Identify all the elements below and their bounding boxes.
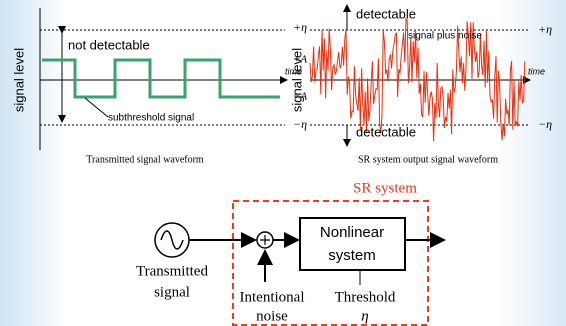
label: −η (538, 117, 552, 131)
leader-line (84, 97, 109, 118)
source-label: signal (154, 284, 190, 300)
threshold-label: Threshold (335, 289, 396, 305)
annotation: signal plus noise (408, 31, 482, 42)
caption: Transmitted signal waveform (86, 154, 204, 165)
block-diagram: SR system Nonlinear system Transmitted s… (136, 180, 446, 326)
nonlinear-block (299, 217, 406, 271)
left-panel: signal level not detectable subthreshold… (11, 8, 307, 165)
axis-label: signal level (289, 48, 304, 112)
system-title: SR system (353, 180, 417, 196)
noise-label: Intentional (240, 289, 305, 305)
axis-label: signal level (11, 48, 26, 112)
label: −η (293, 117, 307, 131)
noise-label: noise (256, 308, 288, 324)
system-boundary (232, 200, 429, 326)
annotation: not detectable (68, 37, 150, 52)
noisy-signal (309, 17, 526, 142)
caption: SR system output signal waveform (358, 154, 498, 165)
label: −A (293, 91, 307, 103)
annotation: detectable (356, 124, 416, 139)
plus (260, 235, 270, 245)
threshold-label: η (361, 308, 368, 324)
source-label: Transmitted (136, 263, 208, 279)
block-label: Nonlinear (320, 224, 384, 241)
annotation: subthreshold signal (108, 113, 194, 124)
label: +A (293, 54, 307, 66)
block-label: system (328, 247, 376, 264)
label: +η (538, 22, 552, 36)
label: +η (293, 20, 307, 34)
square-wave (42, 58, 280, 99)
label: time (285, 66, 302, 76)
sine-icon (160, 230, 184, 250)
right-panel: signal level detectable signal plus nois… (289, 4, 552, 165)
annotation: detectable (356, 6, 416, 21)
label: time (528, 66, 545, 76)
